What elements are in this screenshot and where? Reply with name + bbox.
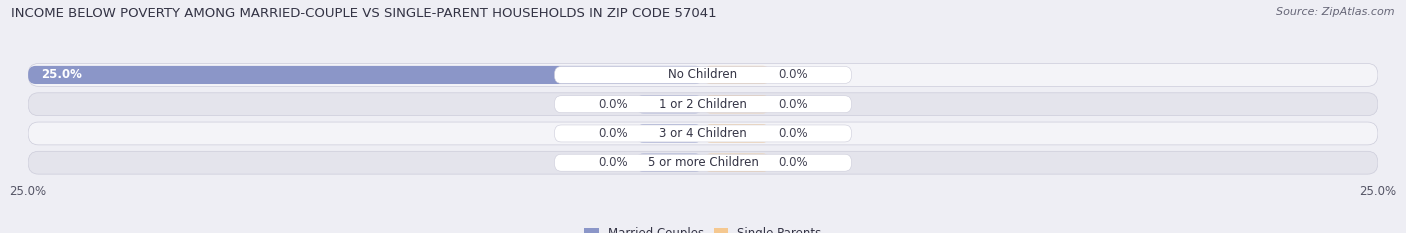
FancyBboxPatch shape [28, 66, 703, 84]
FancyBboxPatch shape [554, 125, 852, 142]
FancyBboxPatch shape [28, 151, 1378, 174]
FancyBboxPatch shape [554, 154, 852, 171]
Text: 0.0%: 0.0% [598, 127, 627, 140]
Text: Source: ZipAtlas.com: Source: ZipAtlas.com [1277, 7, 1395, 17]
FancyBboxPatch shape [636, 124, 703, 143]
Text: 0.0%: 0.0% [779, 69, 808, 82]
FancyBboxPatch shape [636, 95, 703, 113]
Text: 0.0%: 0.0% [598, 98, 627, 111]
Legend: Married Couples, Single Parents: Married Couples, Single Parents [579, 223, 827, 233]
FancyBboxPatch shape [703, 66, 770, 84]
FancyBboxPatch shape [636, 154, 703, 172]
FancyBboxPatch shape [703, 124, 770, 143]
Text: No Children: No Children [668, 69, 738, 82]
Text: 0.0%: 0.0% [598, 156, 627, 169]
FancyBboxPatch shape [28, 122, 1378, 145]
FancyBboxPatch shape [554, 66, 852, 83]
FancyBboxPatch shape [28, 93, 1378, 116]
Text: INCOME BELOW POVERTY AMONG MARRIED-COUPLE VS SINGLE-PARENT HOUSEHOLDS IN ZIP COD: INCOME BELOW POVERTY AMONG MARRIED-COUPL… [11, 7, 717, 20]
Text: 25.0%: 25.0% [42, 69, 83, 82]
Text: 5 or more Children: 5 or more Children [648, 156, 758, 169]
Text: 0.0%: 0.0% [779, 156, 808, 169]
Text: 3 or 4 Children: 3 or 4 Children [659, 127, 747, 140]
FancyBboxPatch shape [554, 96, 852, 113]
FancyBboxPatch shape [703, 95, 770, 113]
Text: 0.0%: 0.0% [779, 127, 808, 140]
Text: 1 or 2 Children: 1 or 2 Children [659, 98, 747, 111]
FancyBboxPatch shape [28, 64, 1378, 86]
Text: 0.0%: 0.0% [779, 98, 808, 111]
FancyBboxPatch shape [703, 154, 770, 172]
